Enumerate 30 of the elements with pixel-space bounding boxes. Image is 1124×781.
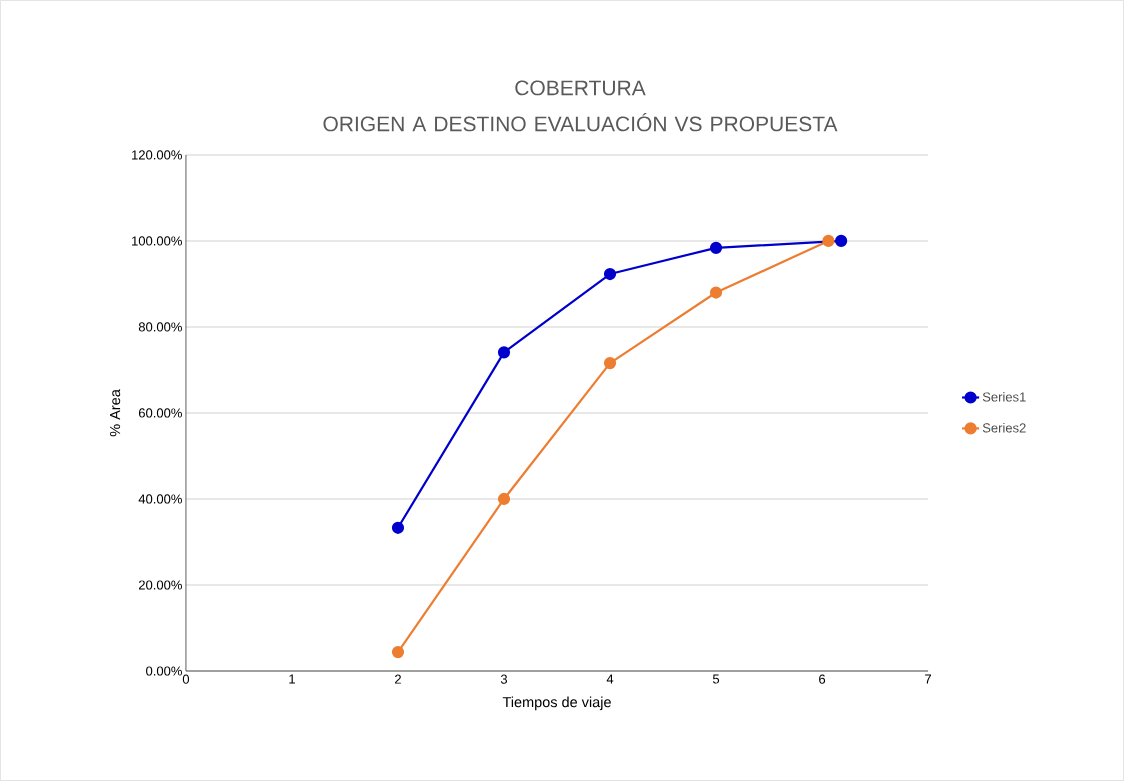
y-tick-label: 0.00% [146,666,182,676]
y-tick-label: 80.00% [138,322,182,332]
x-tick-label: 2 [395,674,401,684]
legend-label: Series2 [982,422,1026,433]
y-axis-title: % Area [110,389,121,437]
y-tick-label: 100.00% [132,236,182,246]
x-tick-label: 6 [819,674,826,684]
point [497,492,511,506]
x-tick-label: 7 [925,674,932,684]
x-tick-label: 4 [606,674,614,684]
x-tick-label: 1 [289,674,295,684]
x-tick-label: 0 [182,674,190,684]
point [709,241,723,254]
chart-title: COBERTURA ORIGEN A DESTINO EVALUACIÓN VS PROPUESTA [323,80,838,132]
y-tick-label: 40.00% [138,494,182,504]
x-tick-label: 3 [500,674,508,684]
y-tick-label: 20.00% [138,580,182,590]
point [709,286,723,299]
point [603,267,617,281]
point [835,234,848,248]
point [822,234,835,248]
point [603,357,617,370]
x-tick-label: 5 [712,674,720,684]
point [391,646,405,659]
legend-label: Series1 [982,392,1026,402]
y-tick-label: 60.00% [138,408,182,418]
y-tick-label: 120.00% [132,150,182,160]
point [391,521,405,534]
x-axis-title: Tiempos de viaje [502,696,611,711]
point [497,346,511,359]
